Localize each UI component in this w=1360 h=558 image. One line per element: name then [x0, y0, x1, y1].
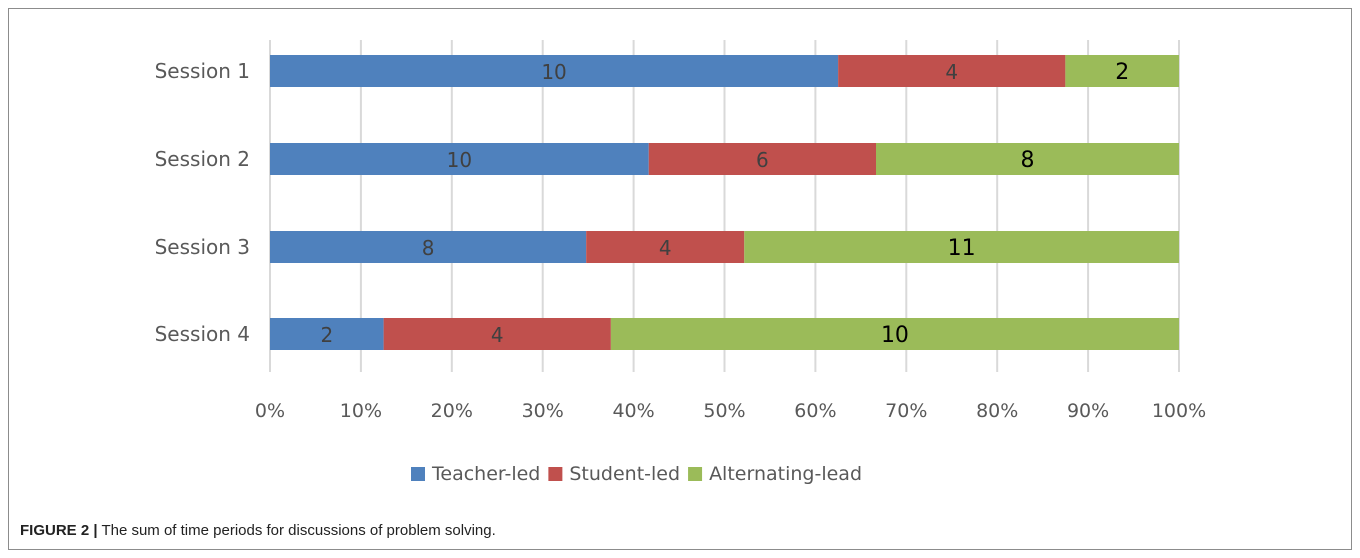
- x-tick-label: 50%: [703, 400, 745, 422]
- x-tick-label: 20%: [431, 400, 473, 422]
- bar-segment: [270, 318, 384, 350]
- x-tick-label: 90%: [1067, 400, 1109, 422]
- legend: Teacher-led Student-led Alternating-lead: [411, 463, 862, 485]
- caption-text: The sum of time periods for discussions …: [97, 522, 496, 539]
- category-label: Session 2: [155, 147, 250, 171]
- bar-segment: [876, 143, 1179, 175]
- bar-segment: [744, 231, 1179, 263]
- x-tick-label: 70%: [885, 400, 927, 422]
- bar-segment: [270, 55, 839, 87]
- category-label: Session 1: [155, 59, 250, 83]
- bar-segment: [270, 231, 587, 263]
- bar-segment: [610, 318, 1179, 350]
- grid-lines: [269, 40, 1180, 372]
- bar-segment: [648, 143, 876, 175]
- data-label: 10: [447, 148, 472, 172]
- x-tick-label: 40%: [612, 400, 654, 422]
- data-label: 2: [320, 323, 333, 347]
- x-tick-label: 30%: [522, 400, 564, 422]
- x-tick-label: 10%: [340, 400, 382, 422]
- bar-segment: [586, 231, 745, 263]
- data-label: 8: [1021, 148, 1035, 173]
- bar-segment: [383, 318, 611, 350]
- data-label: 4: [945, 60, 958, 84]
- data-label: 10: [881, 323, 909, 348]
- legend-label: Teacher-led: [431, 463, 540, 485]
- data-label: 11: [948, 236, 976, 261]
- bar-segment: [270, 143, 649, 175]
- x-tick-label: 0%: [255, 400, 285, 422]
- data-label: 6: [756, 148, 769, 172]
- legend-swatch: [548, 467, 563, 481]
- figure-caption: FIGURE 2 | The sum of time periods for d…: [20, 522, 496, 539]
- legend-swatch: [688, 467, 703, 481]
- legend-label: Student-led: [569, 463, 680, 485]
- bar-segment: [1065, 55, 1179, 87]
- x-tick-label: 80%: [976, 400, 1018, 422]
- bar-segment: [838, 55, 1066, 87]
- category-label: Session 3: [155, 235, 250, 259]
- x-tick-label: 60%: [794, 400, 836, 422]
- data-label: 8: [422, 236, 435, 260]
- data-label: 10: [541, 60, 566, 84]
- bars: 10 4 2 10 6 8 8 4 11 2 4 10: [270, 55, 1179, 350]
- data-label: 2: [1115, 60, 1129, 85]
- caption-label: FIGURE 2 |: [20, 522, 98, 539]
- figure-frame: [8, 8, 1352, 550]
- x-tick-label: 100%: [1152, 400, 1206, 422]
- data-label: 4: [491, 323, 504, 347]
- data-label: 4: [659, 236, 672, 260]
- category-label: Session 4: [155, 322, 250, 346]
- legend-label: Alternating-lead: [709, 463, 862, 485]
- category-labels: Session 1 Session 2 Session 3 Session 4: [155, 59, 250, 346]
- x-tick-labels: 0% 10% 20% 30% 40% 50% 60% 70% 80% 90% 100%: [255, 400, 1206, 422]
- legend-swatch: [411, 467, 425, 481]
